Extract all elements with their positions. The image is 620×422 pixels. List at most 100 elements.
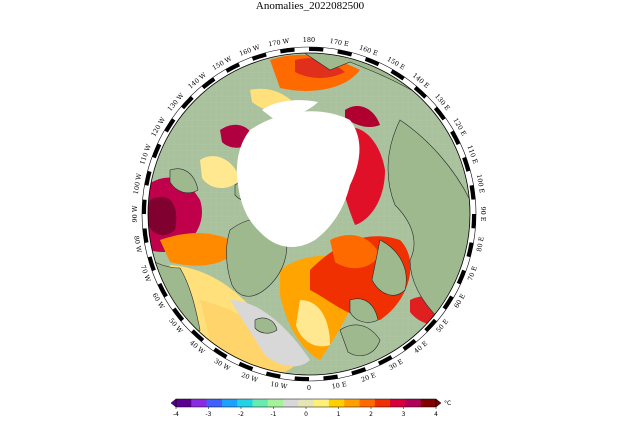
colorbar-tick-label: 2 <box>369 411 373 418</box>
frame-segment <box>181 95 194 110</box>
frame-segment <box>147 156 156 172</box>
colorbar-swatch <box>359 399 376 407</box>
colorbar-tick-label: 0 <box>304 411 308 418</box>
frame-segment <box>142 213 147 229</box>
colorbar-max-extension <box>435 398 442 408</box>
frame-segment <box>142 199 147 215</box>
frame-segment <box>351 367 367 376</box>
colorbar-swatch <box>344 399 360 407</box>
frame-segment <box>471 199 476 215</box>
frame-segment <box>294 47 310 52</box>
frame-segment <box>144 170 152 186</box>
frame-segment <box>466 170 474 186</box>
colorbar-swatch <box>313 399 330 407</box>
frame-segment <box>337 49 353 57</box>
frame-segment <box>390 69 405 81</box>
frame-segment <box>377 355 393 366</box>
frame-segment <box>413 86 428 99</box>
frame-segment <box>424 318 437 333</box>
colorbar: -4 -3 -2 -1 0 1 2 3 4 °C <box>170 398 451 418</box>
frame-segment <box>402 77 417 90</box>
longitude-label: 180 <box>303 36 315 44</box>
frame-segment <box>308 376 324 381</box>
frame-segment <box>466 242 474 258</box>
frame-segment <box>471 213 476 229</box>
frame-segment <box>462 256 471 272</box>
frame-segment <box>181 318 194 333</box>
longitude-label: 70 W <box>139 264 152 283</box>
frame-segment <box>164 118 176 133</box>
frame-segment <box>190 329 205 342</box>
frame-segment <box>456 269 466 285</box>
frame-segment <box>337 371 353 379</box>
colorbar-tick-label: -1 <box>271 411 277 418</box>
frame-segment <box>172 106 185 121</box>
frame-segment <box>190 86 205 99</box>
frame-segment <box>152 143 162 159</box>
frame-segment <box>172 307 185 322</box>
colorbar-tick-label: 1 <box>337 411 341 418</box>
frame-segment <box>390 347 405 359</box>
longitude-label: 80 W <box>132 235 143 253</box>
frame-segment <box>351 52 367 61</box>
frame-segment <box>225 62 241 73</box>
frame-segment <box>442 118 454 133</box>
frame-segment <box>164 295 176 310</box>
colorbar-unit: °C <box>444 400 451 407</box>
frame-segment <box>280 374 295 381</box>
longitude-label: 10 E <box>331 380 347 391</box>
colorbar-swatch <box>374 399 391 407</box>
frame-segment <box>142 185 149 200</box>
colorbar-swatch <box>283 399 299 407</box>
frame-segment <box>213 69 228 81</box>
colorbar-swatch <box>328 399 345 407</box>
colorbar-tick-label: 4 <box>434 411 438 418</box>
frame-segment <box>201 77 216 90</box>
frame-segment <box>469 185 476 200</box>
longitude-label: 90 E <box>479 206 487 221</box>
longitude-label: 100 W <box>132 172 144 195</box>
frame-segment <box>469 228 476 243</box>
longitude-label: 0 <box>307 384 311 392</box>
map-title: Anomalies_2022082500 <box>255 0 365 12</box>
frame-segment <box>413 329 428 342</box>
colorbar-swatch <box>176 399 192 407</box>
frame-segment <box>364 57 380 67</box>
colorbar-swatch <box>390 399 406 407</box>
frame-segment <box>144 242 152 258</box>
colorbar-swatch <box>252 399 269 407</box>
frame-segment <box>225 355 241 366</box>
frame-outline <box>141 46 477 382</box>
frame-segment <box>152 269 162 285</box>
colorbar-tick-label: -3 <box>206 411 212 418</box>
longitude-label: 90 W <box>131 205 139 222</box>
frame-segment <box>147 256 156 272</box>
colorbar-swatch <box>298 399 315 407</box>
longitude-label: 100 E <box>475 174 486 195</box>
frame-segment <box>238 361 254 371</box>
colorbar-min-extension <box>170 398 177 408</box>
frame-segment <box>323 374 338 381</box>
colorbar-tick-label: -2 <box>238 411 244 418</box>
colorbar-swatch <box>267 399 284 407</box>
colorbar-swatch <box>206 399 223 407</box>
frame-segment <box>251 52 267 61</box>
frame-segment <box>251 367 267 376</box>
sst-anomaly-layer <box>148 54 455 375</box>
frame-segment <box>456 143 466 159</box>
longitude-label: 170 W <box>268 37 291 49</box>
longitude-label: 20 E <box>360 371 377 384</box>
frame-segment <box>201 338 216 351</box>
frame-segment <box>280 47 295 54</box>
frame-segment <box>462 156 471 172</box>
colorbar-swatch <box>221 399 238 407</box>
colorbar-swatch <box>191 399 207 407</box>
frame-segment <box>450 282 461 298</box>
frame-segment <box>157 282 168 298</box>
colorbar-tick-label: -4 <box>173 411 179 418</box>
frame-segment <box>433 106 446 121</box>
longitude-frame-ring <box>141 46 477 382</box>
frame-segment <box>450 130 461 146</box>
frame-segment <box>308 47 324 52</box>
